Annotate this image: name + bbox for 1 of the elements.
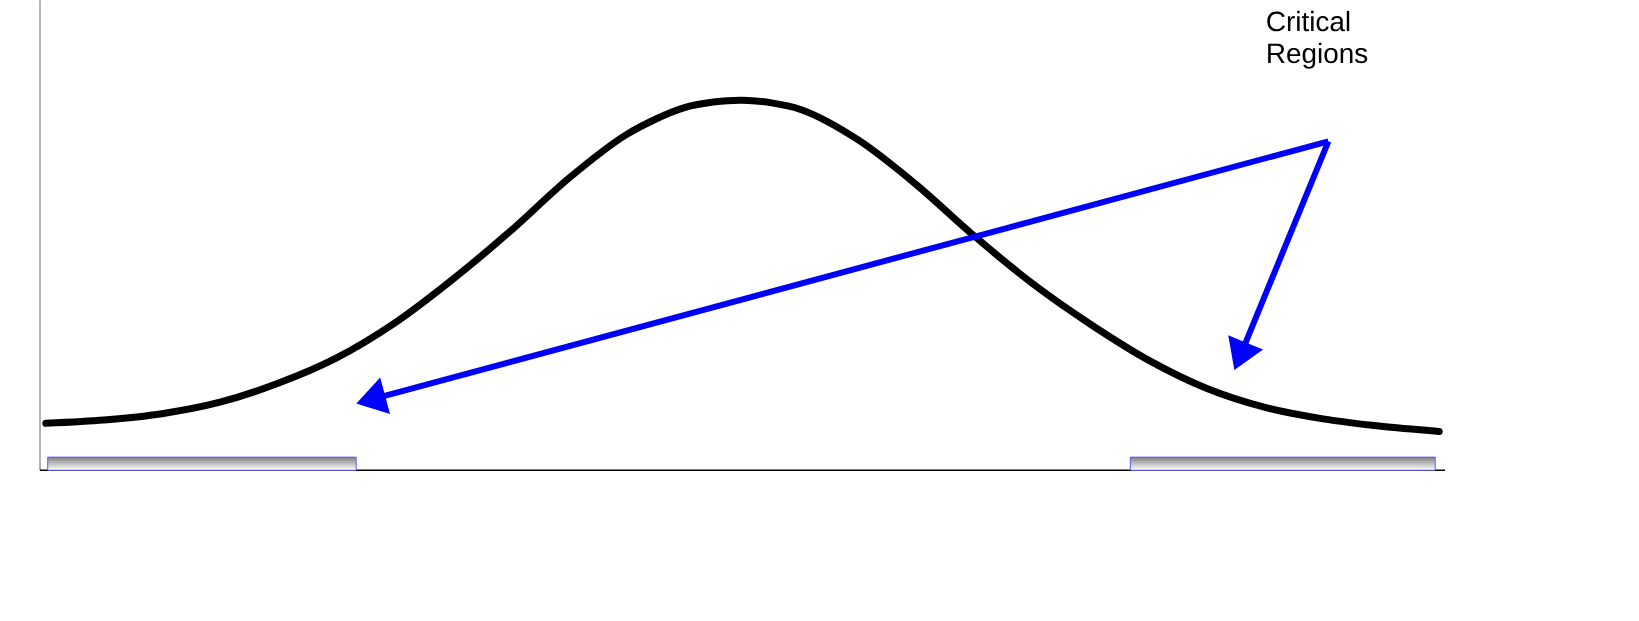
text: Critical Regions	[1267, 10, 1368, 69]
